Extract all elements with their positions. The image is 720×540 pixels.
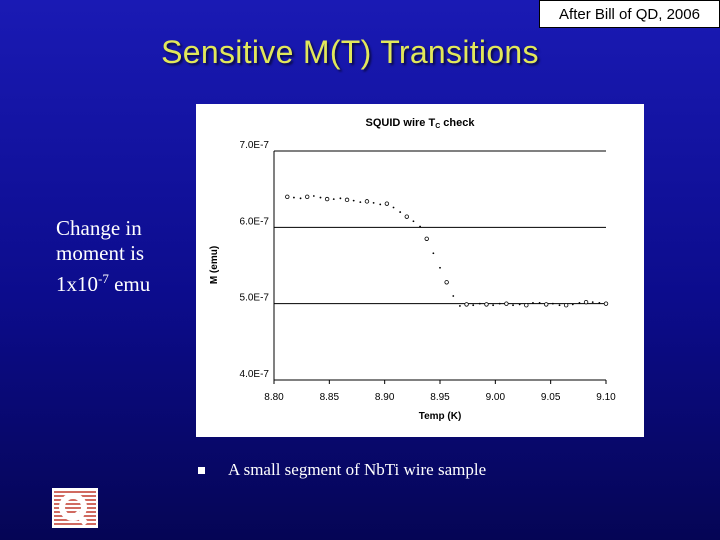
chart-title-tail: check <box>440 117 475 129</box>
data-point <box>538 302 541 304</box>
y-tick-label: 4.0E-7 <box>240 369 270 380</box>
data-point <box>478 302 481 305</box>
caption: A small segment of NbTi wire sample <box>228 460 487 479</box>
data-point <box>392 206 395 209</box>
data-point <box>304 194 310 199</box>
side-note-prefix: 1x10 <box>56 272 98 296</box>
side-note-exponent: -7 <box>98 271 109 286</box>
bullet-icon <box>198 467 205 474</box>
x-tick-label: 8.85 <box>320 392 340 403</box>
chart-title-sub: C <box>435 123 440 130</box>
data-point <box>384 201 390 206</box>
data-point <box>551 302 554 305</box>
chart-title: SQUID wire TC check <box>366 117 476 130</box>
data-point <box>319 196 322 199</box>
data-point <box>504 301 509 306</box>
x-axis-label: Temp (K) <box>419 411 462 422</box>
data-point <box>312 195 315 197</box>
data-point <box>464 302 469 307</box>
data-point <box>558 304 561 307</box>
data-point <box>452 295 455 297</box>
data-point <box>492 304 495 307</box>
y-axis-label: M (emu) <box>209 246 220 284</box>
data-point <box>472 304 475 307</box>
data-point <box>459 305 461 307</box>
data-point <box>293 196 295 199</box>
data-point <box>332 198 335 200</box>
data-point <box>299 197 302 200</box>
quantum-design-logo-icon <box>52 488 98 528</box>
data-point <box>532 302 534 304</box>
data-point <box>544 302 549 307</box>
data-point <box>591 301 594 304</box>
chart-panel: SQUID wire TC check 4.0E-7 5.0E-7 6.0E-7 7.… <box>196 104 644 437</box>
x-tick-label: 8.90 <box>375 392 395 403</box>
data-point <box>285 194 290 199</box>
y-tick-label: 7.0E-7 <box>240 140 270 151</box>
data-point <box>439 266 441 269</box>
x-tick-label: 8.80 <box>264 392 284 403</box>
data-point <box>524 302 529 308</box>
credit-note: After Bill of QD, 2006 <box>539 0 720 28</box>
squid-chart: SQUID wire TC check 4.0E-7 5.0E-7 6.0E-7 7.… <box>209 117 616 422</box>
data-point <box>432 252 435 255</box>
data-point <box>324 196 330 202</box>
data-point <box>424 236 429 241</box>
y-tick-label: 6.0E-7 <box>240 216 270 227</box>
data-point <box>484 302 489 307</box>
data-point <box>598 302 601 304</box>
data-point <box>399 211 402 213</box>
side-note-line-3: 1x10-7 emu <box>56 266 196 297</box>
data-point <box>352 199 355 202</box>
data-point <box>339 197 342 200</box>
chart-title-main: SQUID wire T <box>366 117 436 129</box>
data-point <box>578 302 581 304</box>
data-point <box>571 303 574 306</box>
data-point <box>498 302 501 305</box>
data-point <box>379 203 382 206</box>
data-point <box>444 280 449 285</box>
x-tick-label: 8.95 <box>430 392 450 403</box>
data-point <box>583 299 589 305</box>
data-point <box>512 304 514 307</box>
side-note: Change in moment is 1x10-7 emu <box>56 216 196 297</box>
x-tick-label: 9.00 <box>486 392 506 403</box>
side-note-suffix: emu <box>108 272 151 296</box>
y-tick-label: 5.0E-7 <box>240 293 270 304</box>
data-point <box>412 220 415 223</box>
slide-title: Sensitive M(T) Transitions <box>161 34 539 70</box>
data-point <box>404 214 409 219</box>
side-note-line-2: moment is <box>56 241 145 265</box>
data-point <box>372 202 375 204</box>
x-tick-label: 9.10 <box>596 392 616 403</box>
data-point <box>563 302 569 308</box>
x-tick-label: 9.05 <box>541 392 561 403</box>
data-point <box>359 201 362 204</box>
side-note-line-1: Change in <box>56 216 142 240</box>
data-point <box>344 197 350 203</box>
data-point <box>603 301 609 306</box>
data-point <box>419 225 421 228</box>
data-point <box>364 199 370 204</box>
data-point <box>518 303 521 306</box>
